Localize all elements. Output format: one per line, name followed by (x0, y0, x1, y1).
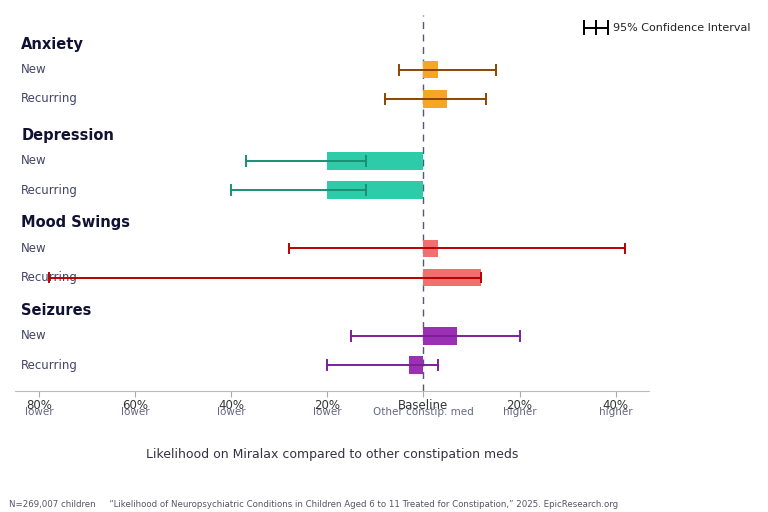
Text: higher: higher (599, 407, 633, 417)
Bar (327, 152, 423, 169)
Text: Anxiety: Anxiety (22, 37, 84, 52)
X-axis label: Likelihood on Miralax compared to other constipation meds: Likelihood on Miralax compared to other … (146, 448, 518, 461)
Text: lower: lower (25, 407, 53, 417)
Text: Mood Swings: Mood Swings (22, 216, 131, 230)
Bar (423, 90, 448, 108)
Text: Recurring: Recurring (22, 271, 78, 284)
Text: lower: lower (121, 407, 150, 417)
Text: 95% Confidence Interval: 95% Confidence Interval (614, 23, 751, 33)
Text: Other constip. med: Other constip. med (373, 407, 474, 417)
Text: Seizures: Seizures (22, 303, 91, 318)
Text: New: New (22, 330, 47, 343)
Bar (423, 269, 481, 286)
Bar (423, 240, 438, 257)
Bar (409, 356, 423, 374)
Text: Recurring: Recurring (22, 184, 78, 197)
Bar (423, 327, 457, 345)
Text: Depression: Depression (22, 128, 114, 143)
Bar (423, 61, 438, 78)
Text: Recurring: Recurring (22, 92, 78, 105)
Text: lower: lower (313, 407, 342, 417)
Text: New: New (22, 242, 47, 255)
Text: lower: lower (217, 407, 246, 417)
Text: N=269,007 children     “Likelihood of Neuropsychiatric Conditions in Children Ag: N=269,007 children “Likelihood of Neurop… (9, 500, 618, 509)
Text: New: New (22, 63, 47, 76)
Text: higher: higher (503, 407, 536, 417)
Text: Recurring: Recurring (22, 359, 78, 372)
Bar (327, 181, 423, 199)
Text: New: New (22, 155, 47, 167)
